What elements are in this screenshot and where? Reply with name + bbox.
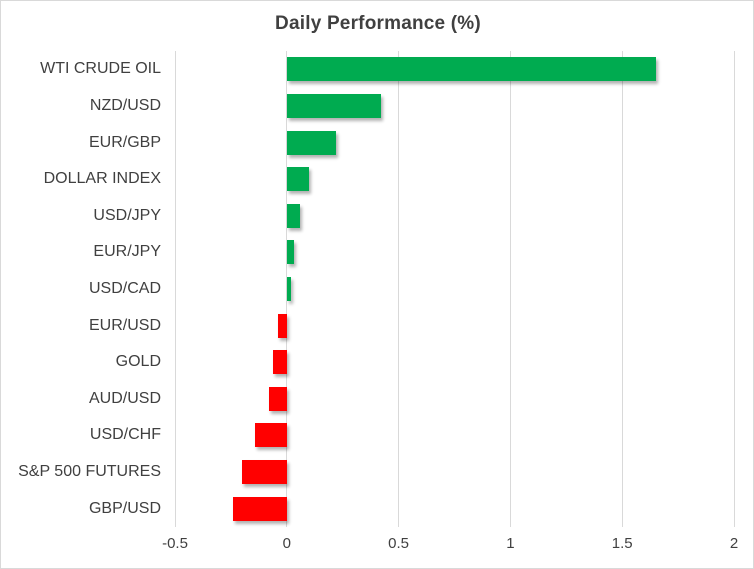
category-label-dollar-index: DOLLAR INDEX xyxy=(43,170,161,188)
category-label-usd-chf: USD/CHF xyxy=(89,426,161,444)
bar-dollar-index xyxy=(286,167,310,192)
bar-nzd-usd xyxy=(286,93,381,118)
category-label-gbp-usd: GBP/USD xyxy=(88,499,161,517)
bar-usd-jpy xyxy=(286,203,301,228)
x-tick-label: 0.5 xyxy=(388,535,410,552)
category-label-eur-usd: EUR/USD xyxy=(88,316,161,334)
x-tick-label: 1 xyxy=(506,535,515,552)
bar-eur-jpy xyxy=(286,240,294,265)
bar-gold xyxy=(273,350,287,375)
category-axis: WTI CRUDE OIL NZD/USD EUR/GBP DOLLAR INDEX U… xyxy=(1,51,161,527)
gridline xyxy=(398,51,400,527)
category-label-wti-crude-oil: WTI CRUDE OIL xyxy=(40,60,161,78)
category-label-eur-gbp: EUR/GBP xyxy=(88,133,161,151)
bar-s-p-500-futures xyxy=(242,460,287,485)
x-tick-label: 2 xyxy=(729,535,739,552)
gridline xyxy=(174,51,176,527)
category-label-s-p-500-futures: S&P 500 FUTURES xyxy=(18,463,161,481)
bar-aud-usd xyxy=(268,386,287,411)
category-label-usd-cad: USD/CAD xyxy=(88,279,161,297)
gridline xyxy=(509,51,511,527)
bar-usd-cad xyxy=(286,277,292,301)
x-tick-label: 1.5 xyxy=(611,535,633,552)
gridline xyxy=(621,51,623,527)
value-axis: -0.5 0 0.5 1 1.5 2 xyxy=(1,535,753,559)
category-label-gold: GOLD xyxy=(115,353,161,371)
plot-area xyxy=(174,51,735,527)
category-label-nzd-usd: NZD/USD xyxy=(89,96,161,114)
x-tick-label: 0 xyxy=(282,535,291,552)
category-label-usd-jpy: USD/JPY xyxy=(93,206,161,224)
bar-usd-chf xyxy=(255,423,287,448)
bar-eur-usd xyxy=(277,313,287,338)
gridline xyxy=(733,51,735,527)
category-label-eur-jpy: EUR/JPY xyxy=(93,243,161,261)
bar-gbp-usd xyxy=(233,496,287,521)
chart-title: Daily Performance (%) xyxy=(275,13,481,34)
category-label-aud-usd: AUD/USD xyxy=(88,389,161,407)
bar-eur-gbp xyxy=(286,130,336,155)
x-tick-label: -0.5 xyxy=(162,535,188,552)
bar-wti-crude-oil xyxy=(286,57,656,82)
